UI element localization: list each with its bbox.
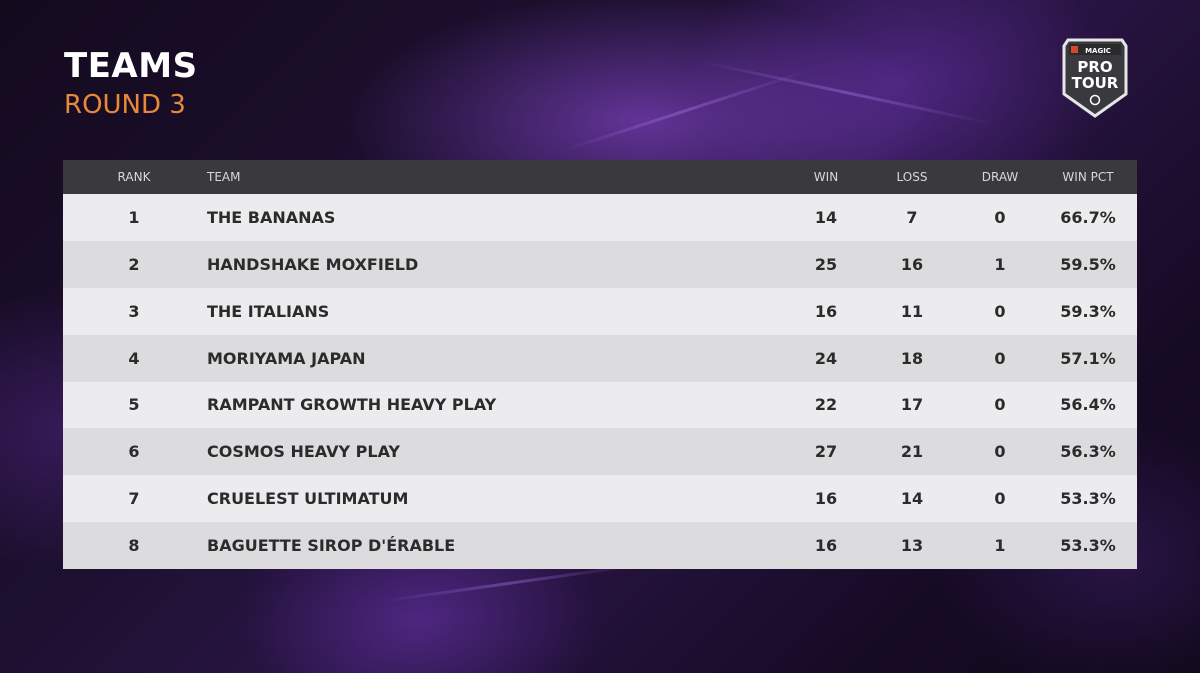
- loss-cell: 14: [900, 489, 924, 509]
- win-pct-cell: 66.7%: [1060, 207, 1116, 227]
- rank-cell: 1: [128, 207, 140, 227]
- standings-table: RANK TEAM WIN LOSS DRAW WIN PCT 1 THE BA…: [63, 160, 1137, 569]
- logo-line1: PRO: [1077, 58, 1112, 76]
- rank-cell: 3: [128, 301, 140, 321]
- loss-cell: 21: [900, 442, 924, 462]
- column-header-win-pct: WIN PCT: [1062, 170, 1114, 184]
- rank-cell: 5: [128, 395, 140, 415]
- team-name-cell: THE ITALIANS: [207, 301, 330, 321]
- draw-cell: 0: [994, 301, 1006, 321]
- table-row: 2 HANDSHAKE MOXFIELD 25 16 1 59.5%: [63, 240, 1137, 288]
- win-pct-cell: 57.1%: [1060, 348, 1116, 368]
- loss-cell: 13: [900, 536, 924, 556]
- rank-cell: 6: [128, 442, 140, 462]
- table-row: 1 THE BANANAS 14 7 0 66.7%: [63, 194, 1137, 241]
- win-cell: 16: [814, 301, 838, 321]
- logo-brand: MAGIC: [1085, 47, 1111, 55]
- page-heading: TEAMS ROUND 3: [64, 46, 198, 122]
- win-pct-cell: 56.4%: [1060, 395, 1116, 415]
- round-label: ROUND 3: [64, 90, 186, 120]
- win-cell: 25: [814, 254, 838, 274]
- loss-cell: 18: [900, 348, 924, 368]
- column-header-win: WIN: [813, 170, 839, 184]
- team-name-cell: CRUELEST ULTIMATUM: [207, 489, 409, 509]
- draw-cell: 0: [994, 442, 1006, 462]
- team-name-cell: RAMPANT GROWTH HEAVY PLAY: [207, 395, 497, 415]
- win-pct-cell: 56.3%: [1060, 442, 1116, 462]
- loss-cell: 16: [900, 254, 924, 274]
- logo-emblem-icon: [1089, 94, 1101, 106]
- team-name-cell: MORIYAMA JAPAN: [207, 348, 366, 368]
- column-header-rank: RANK: [117, 170, 151, 184]
- column-header-team: TEAM: [207, 170, 241, 184]
- win-cell: 16: [814, 489, 838, 509]
- win-pct-cell: 59.5%: [1060, 254, 1116, 274]
- logo-line2: TOUR: [1072, 74, 1119, 92]
- win-cell: 22: [814, 395, 838, 415]
- win-cell: 16: [814, 536, 838, 556]
- rank-cell: 2: [128, 254, 140, 274]
- draw-cell: 0: [994, 348, 1006, 368]
- team-name-cell: BAGUETTE SIROP D'ÉRABLE: [207, 536, 456, 556]
- table-row: 3 THE ITALIANS 16 11 0 59.3%: [63, 287, 1137, 335]
- draw-cell: 0: [994, 207, 1006, 227]
- win-pct-cell: 53.3%: [1060, 536, 1116, 556]
- pro-tour-logo: MAGIC PRO TOUR: [1062, 38, 1128, 118]
- team-name-cell: THE BANANAS: [207, 207, 336, 227]
- column-header-draw: DRAW: [981, 170, 1019, 184]
- rank-cell: 4: [128, 348, 140, 368]
- page-title: TEAMS: [64, 46, 198, 86]
- background-streak: [559, 69, 808, 153]
- background-streak: [379, 563, 638, 603]
- loss-cell: 17: [900, 395, 924, 415]
- rank-cell: 8: [128, 536, 140, 556]
- win-pct-cell: 53.3%: [1060, 489, 1116, 509]
- table-row: 4 MORIYAMA JAPAN 24 18 0 57.1%: [63, 334, 1137, 382]
- table-row: 8 BAGUETTE SIROP D'ÉRABLE 16 13 1 53.3%: [63, 522, 1137, 569]
- table-header: RANK TEAM WIN LOSS DRAW WIN PCT: [63, 160, 1137, 194]
- win-cell: 27: [814, 442, 838, 462]
- draw-cell: 1: [994, 536, 1006, 556]
- team-name-cell: COSMOS HEAVY PLAY: [207, 442, 400, 462]
- table-row: 6 COSMOS HEAVY PLAY 27 21 0 56.3%: [63, 428, 1137, 476]
- loss-cell: 11: [900, 301, 924, 321]
- rank-cell: 7: [128, 489, 140, 509]
- draw-cell: 1: [994, 254, 1006, 274]
- win-cell: 24: [814, 348, 838, 368]
- win-pct-cell: 59.3%: [1060, 301, 1116, 321]
- win-cell: 14: [814, 207, 838, 227]
- table-row: 7 CRUELEST ULTIMATUM 16 14 0 53.3%: [63, 475, 1137, 523]
- column-header-loss: LOSS: [896, 170, 928, 184]
- draw-cell: 0: [994, 395, 1006, 415]
- table-row: 5 RAMPANT GROWTH HEAVY PLAY 22 17 0 56.4…: [63, 381, 1137, 429]
- draw-cell: 0: [994, 489, 1006, 509]
- loss-cell: 7: [906, 207, 918, 227]
- team-name-cell: HANDSHAKE MOXFIELD: [207, 254, 419, 274]
